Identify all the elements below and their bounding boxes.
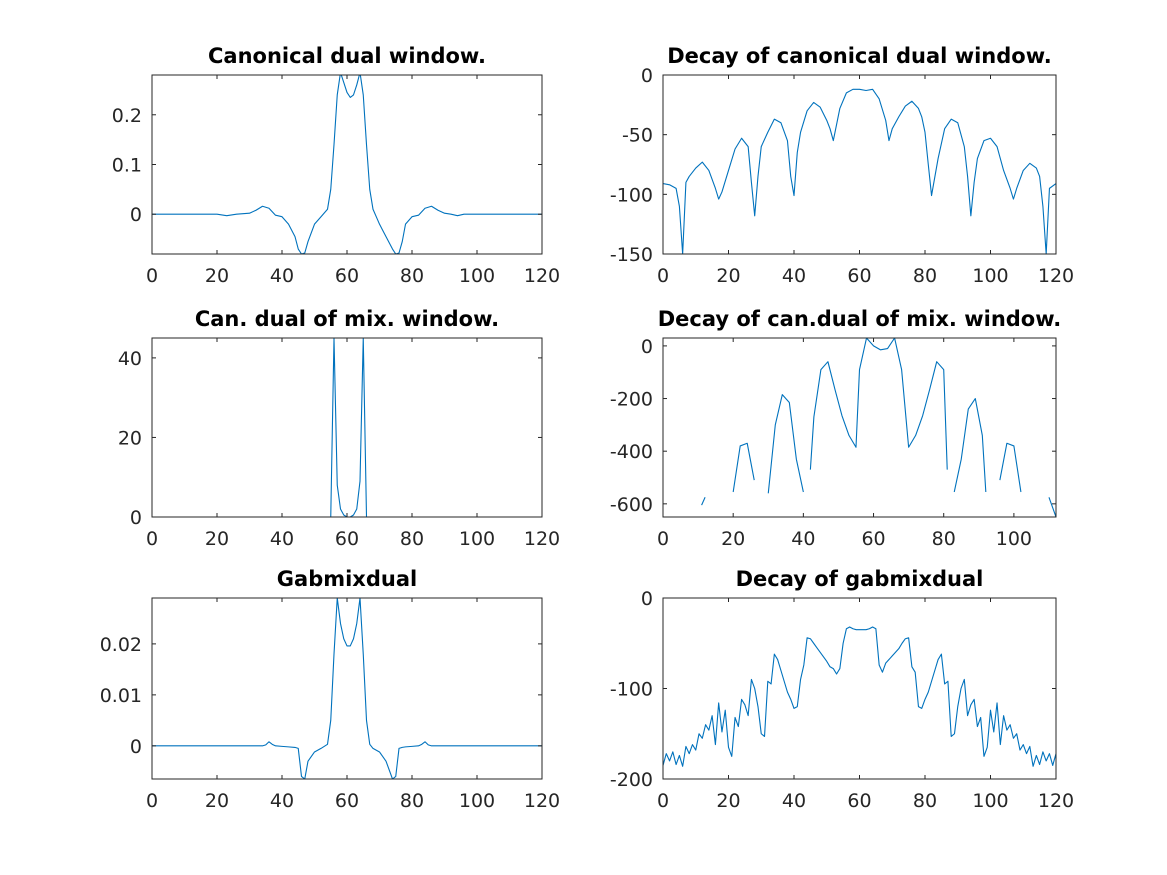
- y-tick-label: 0: [641, 336, 653, 358]
- x-tick-label: 40: [270, 265, 294, 287]
- plot-area: [152, 598, 542, 779]
- y-tick-label: 20: [118, 427, 142, 449]
- y-tick-label: 0: [641, 65, 653, 87]
- y-tick-label: -600: [610, 494, 653, 516]
- y-tick-label: -100: [610, 679, 653, 701]
- panel-6: 0 20 40 60 80 100 120 0 -100 -200 Decay of gabmixd…: [610, 567, 1074, 812]
- panel-5: 0 20 40 60 80 100 120 0 0.01 0.02 Gabmixdual: [100, 567, 560, 812]
- plot-area: [663, 598, 1056, 779]
- chart-title: Canonical dual window.: [208, 44, 486, 68]
- x-tick-label: 60: [335, 265, 359, 287]
- plot-area: [152, 75, 542, 254]
- y-tick-label: -200: [610, 769, 653, 791]
- x-tick-label: 60: [335, 790, 359, 812]
- panel-3: 0 20 40 60 80 100 120 0 20 40 Can. dual of mix. wi…: [118, 307, 560, 550]
- x-tick-label: 120: [524, 265, 560, 287]
- series-line-1: [152, 598, 542, 779]
- series-line-1: [152, 75, 542, 254]
- x-tick-label: 100: [996, 528, 1032, 550]
- x-tick-label: 0: [146, 265, 158, 287]
- x-tick-label: 20: [716, 790, 740, 812]
- x-tick-label: 0: [146, 790, 158, 812]
- y-tick-label: -400: [610, 441, 653, 463]
- series-line-1: [663, 626, 1056, 767]
- x-tick-label: 80: [932, 528, 956, 550]
- y-tick-label: -150: [610, 244, 653, 266]
- axes-frame: [662, 337, 1057, 518]
- x-tick-label: 80: [913, 265, 937, 287]
- series-line-2: [732, 442, 755, 493]
- series-line-4: [809, 338, 948, 470]
- y-tick-label: 0: [130, 204, 142, 226]
- y-tick-label: 40: [118, 348, 142, 370]
- x-tick-label: 60: [847, 265, 871, 287]
- x-tick-label: 40: [270, 790, 294, 812]
- panel-4: 0 20 40 60 80 100 0 -200 -400 -600 Decay of can.du…: [610, 307, 1061, 550]
- x-tick-label: 100: [459, 790, 495, 812]
- series-line-6: [999, 442, 1022, 493]
- series-line-3: [767, 394, 804, 494]
- y-tick-label: 0.02: [100, 634, 142, 656]
- x-tick-label: 80: [400, 265, 424, 287]
- x-tick-label: 100: [972, 790, 1008, 812]
- chart-title: Decay of canonical dual window.: [667, 44, 1052, 68]
- y-tick-label: 0.2: [112, 105, 142, 127]
- x-tick-label: 0: [657, 265, 669, 287]
- x-tick-label: 80: [400, 790, 424, 812]
- chart-title: Can. dual of mix. window.: [195, 307, 499, 331]
- y-tick-label: 0: [130, 736, 142, 758]
- y-tick-label: 0: [130, 507, 142, 529]
- x-tick-label: 120: [524, 790, 560, 812]
- y-tick-label: 0.1: [112, 155, 142, 177]
- x-tick-label: 20: [205, 528, 229, 550]
- x-tick-label: 100: [972, 265, 1008, 287]
- x-tick-label: 120: [1038, 265, 1074, 287]
- x-tick-label: 40: [782, 265, 806, 287]
- x-tick-label: 40: [782, 790, 806, 812]
- x-tick-label: 0: [657, 790, 669, 812]
- y-tick-label: 0: [641, 588, 653, 610]
- x-tick-label: 60: [861, 528, 885, 550]
- chart-title: Gabmixdual: [277, 567, 417, 591]
- x-tick-label: 0: [146, 528, 158, 550]
- panel-2: 0 20 40 60 80 100 120 0 -50 -100 -150 Decay of cano…: [610, 44, 1074, 287]
- x-tick-label: 100: [459, 528, 495, 550]
- x-tick-label: 40: [270, 528, 294, 550]
- series-line-1: [663, 88, 1056, 254]
- series-line-1: [701, 497, 706, 506]
- x-tick-label: 80: [400, 528, 424, 550]
- panel-1: 0 20 40 60 80 100 120 0 0.1 0.2 Canonical dual win…: [112, 44, 560, 287]
- x-tick-label: 20: [205, 790, 229, 812]
- series-line-7: [1048, 497, 1056, 517]
- y-tick-label: -50: [622, 125, 653, 147]
- x-tick-label: 120: [524, 528, 560, 550]
- y-tick-label: -100: [610, 184, 653, 206]
- x-tick-label: 0: [657, 528, 669, 550]
- x-tick-label: 60: [335, 528, 359, 550]
- x-tick-label: 20: [721, 528, 745, 550]
- series-line-5: [953, 397, 987, 493]
- x-tick-label: 120: [1038, 790, 1074, 812]
- plot-area: [663, 338, 1056, 517]
- y-tick-label: -200: [610, 389, 653, 411]
- y-tick-label: 0.01: [100, 685, 142, 707]
- chart-title: Decay of can.dual of mix. window.: [658, 307, 1062, 331]
- x-tick-label: 20: [205, 265, 229, 287]
- x-tick-label: 60: [847, 790, 871, 812]
- plot-area: [663, 75, 1056, 254]
- x-tick-label: 80: [913, 790, 937, 812]
- x-tick-label: 40: [791, 528, 815, 550]
- chart-title: Decay of gabmixdual: [736, 567, 984, 591]
- x-tick-label: 20: [716, 265, 740, 287]
- plot-area: [152, 338, 542, 517]
- x-tick-label: 100: [459, 265, 495, 287]
